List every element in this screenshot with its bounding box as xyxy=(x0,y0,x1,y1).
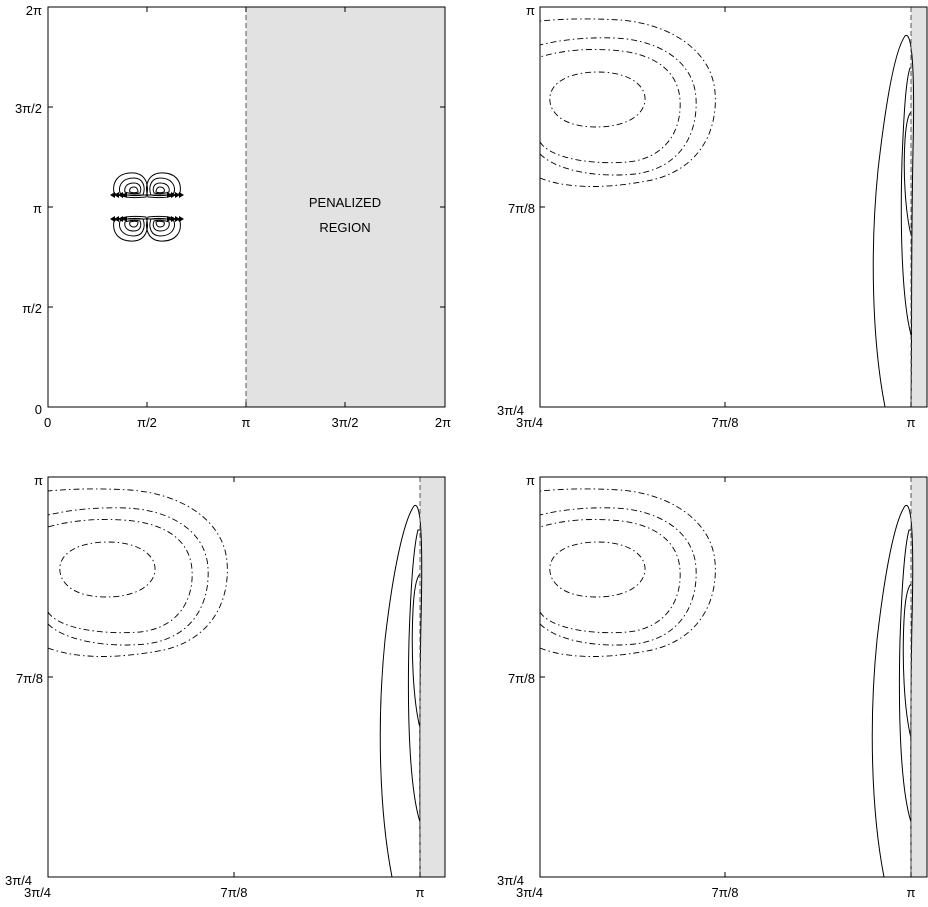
penalized-region-shading xyxy=(911,7,927,407)
panel-3-contours xyxy=(48,488,423,877)
panel-2-contours xyxy=(540,18,915,407)
panel-2-x-tick-2: π xyxy=(907,415,916,430)
panel-1-y-tick-4: 2π xyxy=(26,3,42,18)
panel-3-x-tick-0: 3π/4 xyxy=(24,885,51,900)
panel-1-x-tick-3: 3π/2 xyxy=(331,415,358,430)
panel-3-ticks xyxy=(48,477,421,877)
panel-3-y-tick-2: π xyxy=(34,473,43,488)
panel-1-y-tick-2: π xyxy=(33,201,42,216)
panel-3-y-tick-1: 7π/8 xyxy=(16,671,43,686)
panel-2-x-tick-0: 3π/4 xyxy=(516,415,543,430)
panel-2-y-tick-2: π xyxy=(526,3,535,18)
penalized-region-shading xyxy=(911,477,927,877)
penalized-region-shading xyxy=(420,477,445,877)
panel-2-y-tick-0: 3π/4 xyxy=(497,403,524,418)
panel-2-frame xyxy=(539,6,928,408)
panel-3-frame xyxy=(47,476,446,878)
panel-3-zoom: 3π/4 7π/8 π 3π/4 7π/8 π xyxy=(5,473,446,900)
panel-4-frame xyxy=(539,476,928,878)
panel-4-y-tick-1: 7π/8 xyxy=(508,671,535,686)
panel-1-full-domain: PENALIZED REGION 0 π/2 π 3π/2 2π 0 π/2 π… xyxy=(15,3,451,430)
penalized-region-shading xyxy=(246,7,445,407)
vortex-quadrupole-contours xyxy=(110,172,184,242)
panel-1-ticks xyxy=(48,7,445,407)
panel-1-x-tick-1: π/2 xyxy=(137,415,157,430)
panel-4-x-tick-1: 7π/8 xyxy=(711,885,738,900)
panel-2-ticks xyxy=(540,7,912,407)
panel-2-y-tick-1: 7π/8 xyxy=(508,201,535,216)
panel-3-y-tick-0: 3π/4 xyxy=(5,873,32,888)
panel-4-x-tick-2: π xyxy=(907,885,916,900)
penalized-region-label-line1: PENALIZED xyxy=(309,195,381,210)
panel-3-x-tick-1: 7π/8 xyxy=(220,885,247,900)
panel-4-y-tick-0: 3π/4 xyxy=(497,873,524,888)
panel-4-contours xyxy=(540,488,914,877)
panel-1-y-tick-3: 3π/2 xyxy=(15,101,42,116)
panel-1-x-tick-2: π xyxy=(242,415,251,430)
panel-1-y-tick-0: 0 xyxy=(35,402,42,417)
panel-2-zoom: 3π/4 7π/8 π 3π/4 7π/8 π xyxy=(497,3,928,430)
panel-1-y-tick-1: π/2 xyxy=(22,301,42,316)
panel-4-y-tick-2: π xyxy=(526,473,535,488)
panel-1-x-tick-4: 2π xyxy=(435,415,451,430)
panel-4-zoom: 3π/4 7π/8 π 3π/4 7π/8 π xyxy=(497,473,928,900)
penalized-region-label-line2: REGION xyxy=(319,220,370,235)
panel-1-x-tick-0: 0 xyxy=(44,415,51,430)
panel-2-x-tick-1: 7π/8 xyxy=(711,415,738,430)
panel-3-x-tick-2: π xyxy=(416,885,425,900)
panel-4-ticks xyxy=(540,477,912,877)
panel-4-x-tick-0: 3π/4 xyxy=(516,885,543,900)
